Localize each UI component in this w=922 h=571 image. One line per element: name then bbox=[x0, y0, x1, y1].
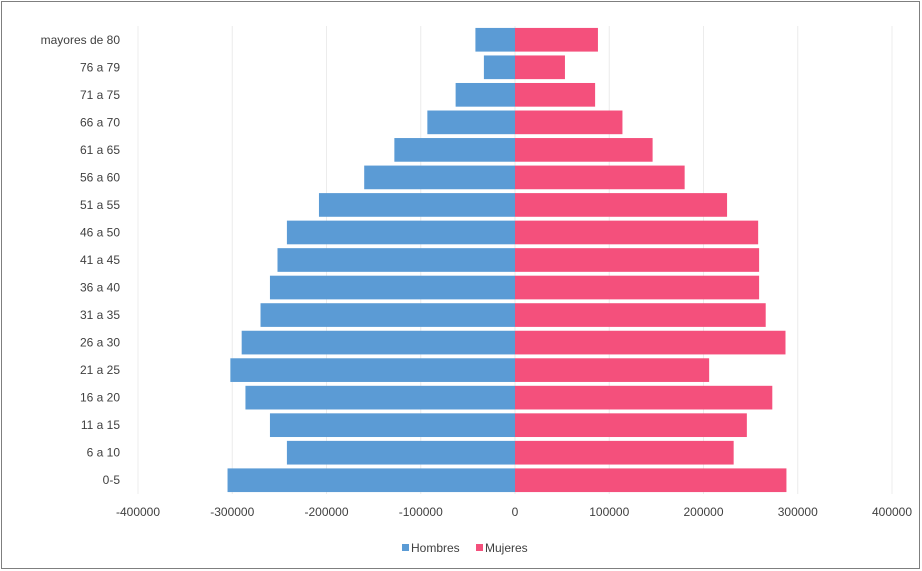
bar-mujeres-10 bbox=[515, 193, 728, 217]
bar-hombres-14 bbox=[455, 82, 515, 107]
bar-mujeres-13 bbox=[515, 110, 623, 135]
bar-hombres-7 bbox=[269, 275, 515, 300]
category-label: 41 a 45 bbox=[80, 253, 120, 267]
bar-mujeres-14 bbox=[515, 82, 596, 107]
category-label: 11 a 15 bbox=[81, 418, 120, 432]
bar-hombres-12 bbox=[394, 138, 515, 162]
category-label: 61 a 65 bbox=[80, 143, 120, 157]
category-label: 16 a 20 bbox=[80, 391, 120, 405]
bar-hombres-13 bbox=[427, 110, 515, 135]
legend-swatch-hombres bbox=[402, 544, 409, 551]
x-tick-label: 400000 bbox=[872, 505, 912, 519]
category-label: 46 a 50 bbox=[80, 225, 120, 239]
bar-mujeres-12 bbox=[515, 138, 653, 162]
bar-mujeres-6 bbox=[515, 303, 766, 327]
bar-mujeres-11 bbox=[515, 165, 685, 190]
category-label: mayores de 80 bbox=[41, 33, 121, 47]
bar-hombres-4 bbox=[230, 358, 516, 382]
bar-hombres-9 bbox=[286, 220, 515, 245]
x-tick-label: -300000 bbox=[210, 505, 254, 519]
x-tick-label: -100000 bbox=[399, 505, 443, 519]
bar-hombres-0 bbox=[227, 468, 515, 493]
legend-swatch-mujeres bbox=[476, 544, 483, 551]
bar-hombres-6 bbox=[260, 303, 515, 327]
bar-hombres-2 bbox=[269, 413, 515, 438]
bar-mujeres-5 bbox=[515, 330, 786, 355]
bar-mujeres-15 bbox=[515, 55, 565, 80]
category-label: 66 a 70 bbox=[80, 115, 120, 129]
bar-hombres-15 bbox=[483, 55, 515, 80]
bar-mujeres-7 bbox=[515, 275, 760, 300]
category-label: 76 a 79 bbox=[80, 60, 120, 74]
bar-hombres-3 bbox=[245, 385, 515, 410]
category-label: 6 a 10 bbox=[87, 446, 121, 460]
category-label: 56 a 60 bbox=[80, 170, 120, 184]
bar-mujeres-0 bbox=[515, 468, 787, 493]
bar-hombres-8 bbox=[277, 248, 515, 272]
bar-mujeres-9 bbox=[515, 220, 759, 245]
category-label: 0-5 bbox=[103, 473, 121, 487]
category-label: 51 a 55 bbox=[80, 198, 120, 212]
bar-hombres-1 bbox=[286, 440, 515, 465]
bar-mujeres-1 bbox=[515, 440, 734, 465]
category-label: 36 a 40 bbox=[80, 281, 120, 295]
category-label: 71 a 75 bbox=[80, 88, 120, 102]
bar-hombres-11 bbox=[364, 165, 515, 190]
category-label: 21 a 25 bbox=[80, 363, 120, 377]
bar-hombres-16 bbox=[475, 27, 515, 52]
bars bbox=[227, 27, 787, 493]
bar-hombres-10 bbox=[318, 193, 515, 217]
x-tick-labels: -400000 -300000 -200000 -100000 0 100000 20000… bbox=[116, 505, 912, 519]
x-tick-label: 300000 bbox=[778, 505, 818, 519]
x-tick-label: 200000 bbox=[683, 505, 723, 519]
category-labels: 0-5 6 a 10 11 a 15 16 a 20 21 a 25 26 a 30 31 … bbox=[41, 33, 121, 487]
x-tick-label: 100000 bbox=[589, 505, 629, 519]
bar-hombres-5 bbox=[241, 330, 516, 355]
bar-mujeres-8 bbox=[515, 248, 760, 272]
legend-label-hombres: Hombres bbox=[411, 541, 460, 555]
x-tick-label: 0 bbox=[512, 505, 519, 519]
category-label: 26 a 30 bbox=[80, 336, 120, 350]
x-tick-label: -400000 bbox=[116, 505, 160, 519]
legend-label-mujeres: Mujeres bbox=[485, 541, 528, 555]
x-tick-label: -200000 bbox=[304, 505, 348, 519]
bar-mujeres-2 bbox=[515, 413, 747, 438]
legend: Hombres Mujeres bbox=[402, 541, 528, 555]
category-label: 31 a 35 bbox=[80, 308, 120, 322]
bar-mujeres-16 bbox=[515, 27, 598, 52]
bar-mujeres-3 bbox=[515, 385, 773, 410]
bar-mujeres-4 bbox=[515, 358, 710, 382]
